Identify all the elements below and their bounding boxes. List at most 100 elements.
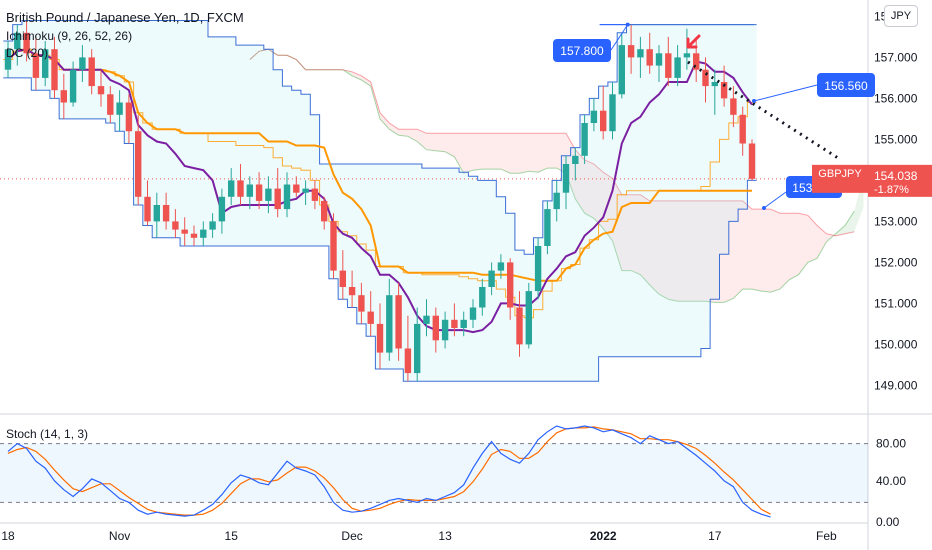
time-tick-label: 17 bbox=[708, 529, 722, 543]
cloud-segment bbox=[649, 200, 659, 295]
candle bbox=[516, 291, 523, 357]
candle-body bbox=[69, 69, 77, 103]
candle bbox=[479, 278, 486, 316]
candle bbox=[451, 303, 458, 337]
cloud-segment bbox=[556, 133, 566, 174]
candle-body bbox=[525, 291, 532, 345]
cloud-segment bbox=[705, 200, 715, 303]
cloud-segment bbox=[445, 133, 455, 157]
price-tick-label: 151.000 bbox=[874, 296, 918, 310]
cloud-segment bbox=[528, 133, 539, 173]
cloud-segment bbox=[807, 215, 818, 263]
candle bbox=[739, 106, 746, 156]
candle bbox=[283, 172, 291, 218]
candle-body bbox=[376, 323, 384, 353]
cloud-segment bbox=[770, 209, 780, 293]
cloud-segment bbox=[659, 200, 669, 300]
candle-body bbox=[97, 86, 105, 95]
candle bbox=[14, 24, 21, 66]
ichimoku-lines bbox=[0, 48, 868, 334]
candle bbox=[404, 315, 412, 382]
candle-body bbox=[534, 246, 542, 292]
cloud-segment bbox=[407, 129, 418, 142]
candle-body bbox=[107, 94, 114, 115]
cloud-segment bbox=[845, 211, 855, 234]
candle bbox=[609, 82, 616, 140]
stochastic-panel: Stoch (14, 1, 3) 80.00 40.00 0.00 bbox=[0, 425, 906, 529]
candle bbox=[395, 282, 402, 361]
stoch-band bbox=[0, 443, 868, 503]
candle-body bbox=[460, 319, 467, 328]
candle bbox=[711, 69, 718, 115]
candle-body bbox=[516, 307, 523, 345]
price-tick-label: 150.000 bbox=[874, 337, 918, 351]
cloud-segment bbox=[389, 123, 399, 136]
ichimoku-legend[interactable]: Ichimoku (9, 26, 52, 26) bbox=[6, 29, 133, 43]
tenkan-sen-line bbox=[7, 48, 753, 334]
time-tick-label: 2022 bbox=[590, 529, 617, 543]
candle-body bbox=[162, 205, 170, 222]
candle bbox=[51, 36, 58, 99]
symbol-label-box bbox=[812, 164, 868, 193]
time-tick-label: Feb bbox=[816, 529, 837, 543]
candle-body bbox=[135, 131, 142, 197]
candle-body bbox=[674, 57, 681, 78]
price-tick-label: 149.000 bbox=[874, 378, 918, 392]
candle bbox=[488, 262, 495, 296]
support-connector bbox=[763, 191, 787, 209]
candle bbox=[274, 168, 281, 218]
time-tick-label: 15 bbox=[225, 529, 239, 543]
candle bbox=[581, 114, 588, 164]
donchian-legend[interactable]: DC (20) bbox=[6, 46, 49, 60]
candle-body bbox=[60, 90, 67, 103]
candle-body bbox=[646, 49, 653, 66]
candle-body bbox=[423, 315, 430, 324]
candle-body bbox=[51, 49, 58, 91]
candle bbox=[507, 258, 514, 320]
donchian-upper bbox=[3, 20, 757, 255]
cloud-segment bbox=[380, 112, 390, 130]
candle bbox=[237, 164, 244, 205]
stoch-tick-label: 0.00 bbox=[876, 515, 900, 529]
cloud-segment bbox=[742, 200, 752, 290]
candle-body bbox=[432, 315, 439, 341]
candle-body bbox=[42, 49, 49, 78]
candle bbox=[79, 45, 86, 82]
candle bbox=[69, 61, 77, 107]
time-tick-label: Dec bbox=[341, 529, 362, 543]
cloud-segment bbox=[482, 133, 492, 170]
candle bbox=[655, 45, 663, 82]
candle bbox=[674, 45, 681, 87]
candle-body bbox=[469, 307, 477, 320]
cloud-segment bbox=[473, 133, 483, 171]
currency-button[interactable]: JPY bbox=[884, 5, 918, 27]
candle bbox=[218, 188, 226, 234]
candle-body bbox=[23, 32, 30, 54]
candle-body bbox=[655, 53, 663, 66]
cloud-segment bbox=[696, 200, 706, 302]
high-label: 157.800 bbox=[560, 44, 604, 58]
candle-body bbox=[283, 184, 291, 210]
candle-body bbox=[79, 57, 86, 70]
candle-body bbox=[116, 102, 123, 115]
candle-body bbox=[581, 123, 588, 156]
cloud-segment bbox=[798, 213, 808, 275]
cloud-segment bbox=[752, 209, 762, 292]
stoch-tick-label: 80.00 bbox=[876, 437, 906, 451]
candle-body bbox=[627, 45, 635, 58]
candle-body bbox=[451, 319, 458, 328]
candle-body bbox=[665, 53, 672, 78]
cloud-segment bbox=[789, 213, 799, 280]
cloud-segment bbox=[352, 71, 362, 80]
candle-body bbox=[693, 53, 700, 70]
time-tick-label: Nov bbox=[109, 529, 130, 543]
arrow-icon bbox=[686, 34, 701, 49]
candle-body bbox=[730, 98, 737, 115]
candle-body bbox=[507, 262, 514, 308]
trend-connector bbox=[753, 84, 818, 102]
candle-body bbox=[386, 295, 393, 353]
cloud-segment bbox=[621, 194, 632, 271]
candle bbox=[590, 98, 598, 132]
cloud-segment bbox=[733, 200, 743, 299]
